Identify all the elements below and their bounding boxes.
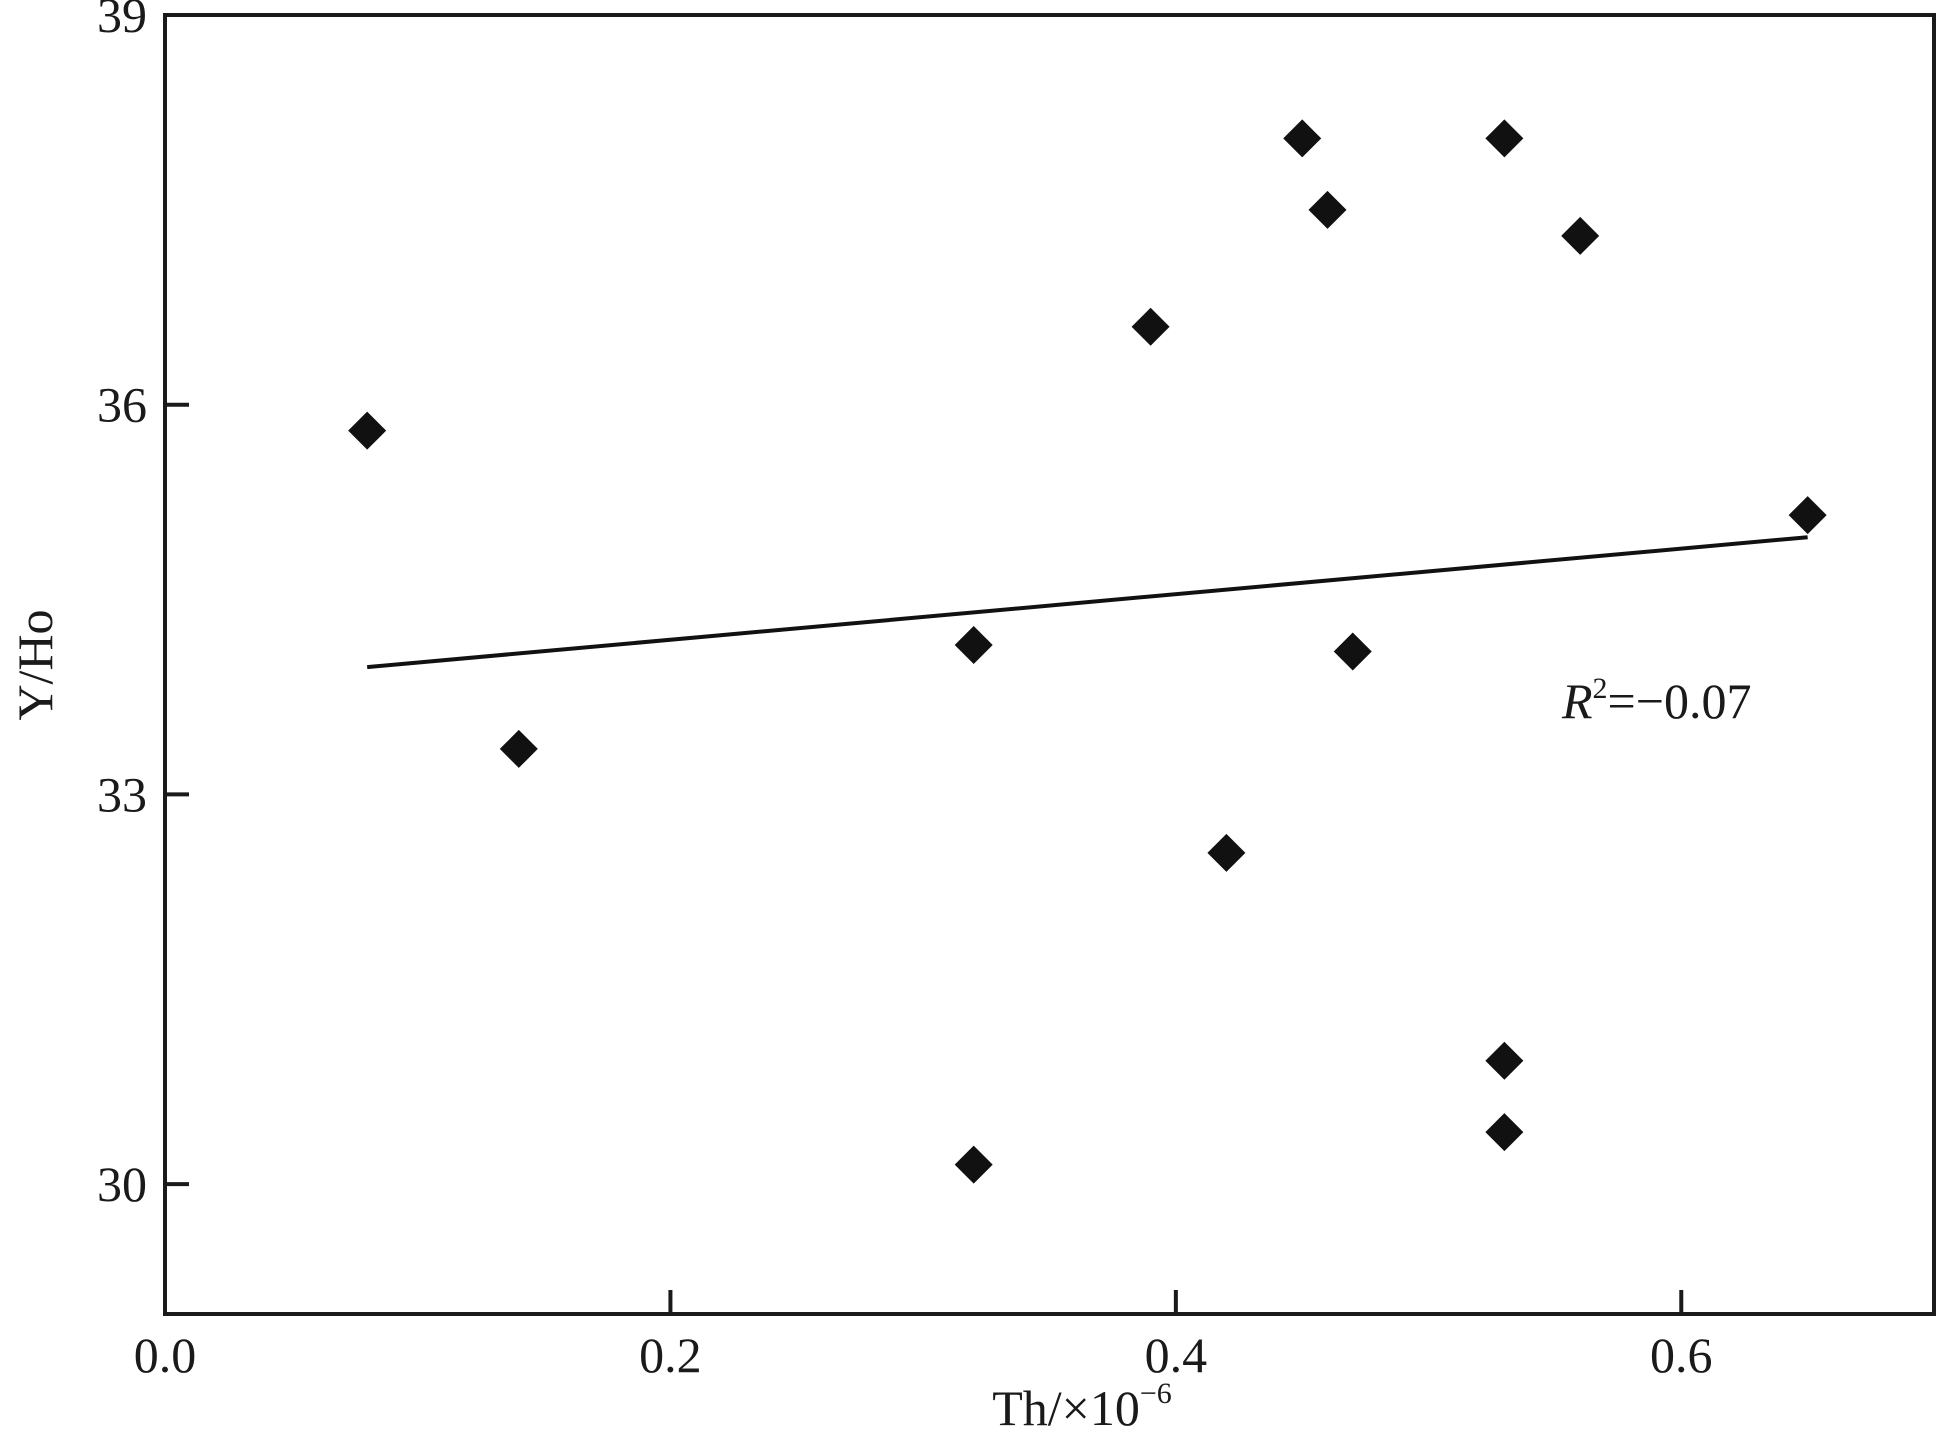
data-point xyxy=(1308,190,1347,229)
y-tick-label: 33 xyxy=(97,766,147,822)
data-point xyxy=(1561,216,1600,255)
r-symbol: R xyxy=(1561,673,1593,729)
y-tick-label: 30 xyxy=(97,1156,147,1212)
data-point xyxy=(1333,632,1372,671)
x-tick-label: 0.4 xyxy=(1145,1327,1208,1383)
plot-frame xyxy=(163,13,1936,1316)
data-point xyxy=(1131,307,1170,346)
tick-labels: 0.0 0.2 0.4 0.6 30 33 36 39 xyxy=(97,0,1713,1383)
data-point xyxy=(1485,119,1524,158)
data-point xyxy=(954,1145,993,1184)
axis-ticks xyxy=(163,13,1684,1314)
data-point xyxy=(348,411,387,450)
x-axis-label-text: Th/×10 xyxy=(992,1380,1140,1433)
y-tick-label: 36 xyxy=(97,377,147,433)
data-point xyxy=(1283,119,1322,158)
data-points xyxy=(348,119,1827,1184)
y-axis-label: Y/Ho xyxy=(7,609,63,720)
data-point xyxy=(1485,1113,1524,1152)
r-exponent: 2 xyxy=(1593,672,1608,705)
r-value: =−0.07 xyxy=(1608,673,1752,729)
data-point xyxy=(954,626,993,665)
x-tick-label: 0.6 xyxy=(1650,1327,1713,1383)
data-point xyxy=(1207,833,1246,872)
data-point xyxy=(1485,1041,1524,1080)
x-axis-label-exponent: −6 xyxy=(1140,1377,1172,1410)
data-point xyxy=(1788,496,1827,535)
x-tick-label: 0.2 xyxy=(639,1327,702,1383)
x-axis-label: Th/×10−6 xyxy=(992,1377,1172,1433)
y-tick-label: 39 xyxy=(97,0,147,43)
data-point xyxy=(499,729,538,768)
x-tick-label: 0.0 xyxy=(134,1327,197,1383)
trend-line xyxy=(366,535,1808,670)
r-squared-annotation: R2=−0.07 xyxy=(1561,672,1751,729)
